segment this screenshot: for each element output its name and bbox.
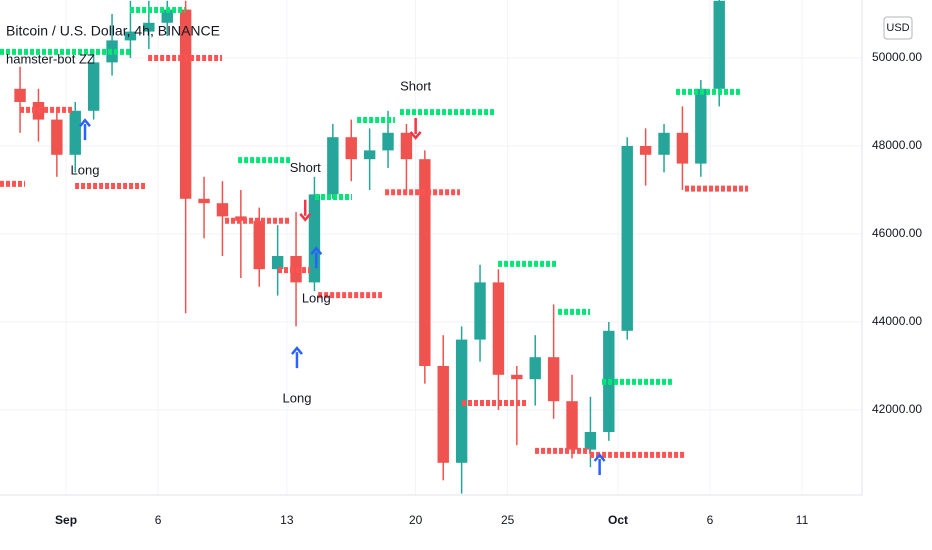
candle-body <box>492 282 505 375</box>
candle-body <box>566 401 578 450</box>
y-tick-label: 44000.00 <box>872 314 922 328</box>
candle-body <box>87 62 100 111</box>
candle-body <box>327 137 339 195</box>
candle-body <box>676 132 689 164</box>
signal-label: Short <box>290 160 321 175</box>
x-tick-label: 20 <box>409 513 423 527</box>
candle-body <box>713 0 725 89</box>
grid <box>0 0 862 495</box>
candle-body <box>382 132 394 151</box>
candle-body <box>271 255 284 270</box>
candle-body <box>143 22 155 32</box>
chart-title: Bitcoin / U.S. Dollar, 4h, BINANCE <box>6 23 220 39</box>
candle-body <box>639 145 652 155</box>
candle-body <box>455 339 468 463</box>
candle-body <box>511 374 523 380</box>
x-tick-label: 25 <box>501 513 515 527</box>
currency-box[interactable] <box>883 16 913 40</box>
candle-body <box>14 88 26 102</box>
plot-area: Long Short Long Long Short <box>0 0 749 494</box>
x-tick-label: 11 <box>796 513 809 527</box>
candle-body <box>216 203 229 217</box>
signal-arrow <box>310 246 323 269</box>
x-tick-label: 6 <box>155 513 162 527</box>
signal-label: Long <box>283 391 312 406</box>
candle-body <box>547 357 560 402</box>
candle-body <box>695 88 707 164</box>
candle-body <box>106 40 118 63</box>
x-tick-label: 13 <box>280 513 294 527</box>
x-tick-label: Oct <box>608 513 628 527</box>
candle-body <box>69 110 81 155</box>
candle-body <box>51 119 63 155</box>
candle-body <box>363 150 376 160</box>
candle-body <box>179 9 192 199</box>
signal-label: Short <box>400 78 431 93</box>
signal-arrow <box>299 199 312 222</box>
candle-body <box>400 132 413 160</box>
candle-body <box>253 220 265 270</box>
signal-label: Long <box>302 291 331 306</box>
y-tick-label: 48000.00 <box>872 138 922 152</box>
candle-body <box>474 282 486 340</box>
y-tick-label: 46000.00 <box>872 226 922 240</box>
candle-body <box>621 145 633 331</box>
y-tick-label: 42000.00 <box>872 402 922 416</box>
signal-arrow <box>593 453 606 475</box>
candle-body <box>584 431 597 450</box>
candle-body <box>658 132 670 155</box>
candle-body <box>124 31 137 41</box>
x-tick-label: 6 <box>707 513 714 527</box>
signal-label: Long <box>71 163 100 178</box>
indicator-name: hamster-bot ZZ <box>6 51 95 66</box>
axes: 42000.00 44000.00 46000.00 48000.00 50000.00… <box>55 50 922 527</box>
candle-body <box>437 365 449 463</box>
y-tick-label: 50000.00 <box>872 50 922 64</box>
candle-body <box>308 194 321 283</box>
signal-arrow <box>409 117 422 140</box>
candle-body <box>161 9 173 23</box>
candle-body <box>529 357 541 380</box>
candle-body <box>198 198 210 204</box>
signal-arrow <box>291 346 303 369</box>
candle-body <box>419 159 431 366</box>
currency-label[interactable]: USD <box>886 22 909 34</box>
x-tick-label: Sep <box>55 513 77 527</box>
signal-arrow <box>79 118 91 141</box>
candle-body <box>345 137 357 160</box>
